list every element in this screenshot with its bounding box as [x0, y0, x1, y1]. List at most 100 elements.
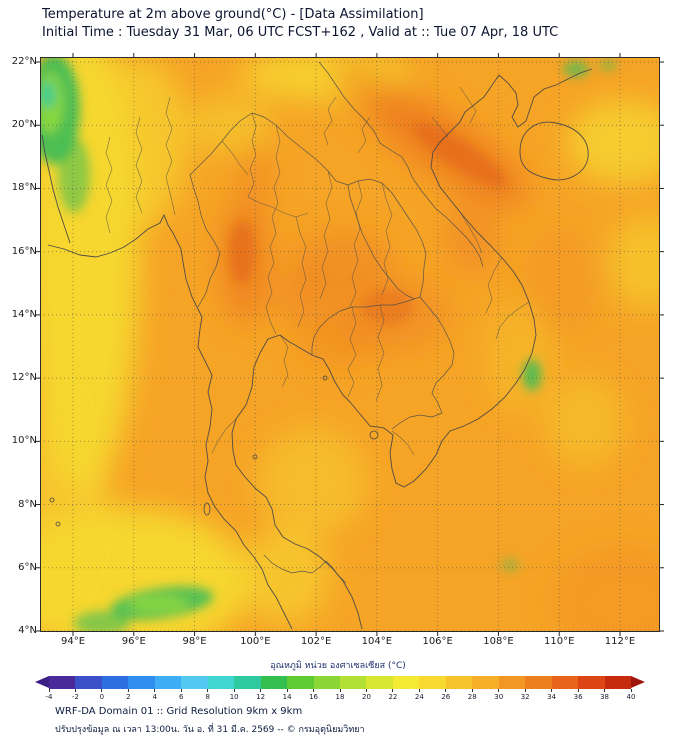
colorbar-tick-mark: [207, 689, 209, 692]
colorbar-tick-mark: [233, 689, 235, 692]
lon-tick-label: 94°E: [60, 636, 86, 647]
lon-tick-label: 108°E: [483, 636, 514, 647]
colorbar-tick-mark: [313, 689, 315, 692]
colorbar-tick-label: 38: [600, 693, 609, 701]
colorbar-segment: [366, 676, 393, 689]
colorbar-segment: [339, 676, 367, 689]
colorbar-segment: [101, 676, 129, 689]
colorbar-tick-mark: [339, 689, 341, 692]
colorbar-segment: [154, 676, 182, 689]
colorbar-tick-label: 2: [126, 693, 131, 701]
colorbar-tick-mark: [498, 689, 500, 692]
colorbar-tick-label: 6: [179, 693, 184, 701]
colorbar-tick-label: 26: [441, 693, 451, 701]
colorbar-tick-label: -2: [71, 693, 79, 701]
lon-tick-label: 102°E: [300, 636, 332, 647]
islands: [49, 375, 379, 527]
colorbar-segment: [207, 676, 235, 689]
colorbar-segment: [128, 676, 155, 689]
lat-tick-label: 8°N: [18, 498, 37, 510]
lat-tick-label: 10°N: [11, 435, 37, 447]
colorbar-segment: [313, 676, 340, 689]
temperature-field: [40, 57, 660, 632]
lon-tick-label: 100°E: [240, 636, 271, 647]
lon-tick-label: 106°E: [422, 636, 453, 647]
header: Temperature at 2m above ground(°C) - [Da…: [42, 6, 558, 42]
graticule-gridlines: [40, 57, 660, 632]
lat-tick-label: 22°N: [11, 56, 37, 67]
colorbar-tick-mark: [524, 689, 526, 692]
colorbar-tick-mark: [74, 689, 76, 692]
lon-tick-label: 96°E: [121, 636, 146, 647]
colorbar-tick-mark: [127, 689, 129, 692]
colorbar-tick-label: 4: [152, 693, 158, 701]
colorbar-tick-mark: [48, 689, 50, 692]
colorbar-body: [49, 676, 631, 689]
colorbar-tick-label: 24: [414, 693, 424, 701]
colorbar-tick-mark: [392, 689, 394, 692]
colorbar-segment: [392, 676, 420, 689]
lat-tick-label: 16°N: [11, 245, 37, 257]
colorbar-segment: [234, 676, 261, 689]
colorbar-tick-label: 10: [229, 693, 239, 701]
colorbar-tick-mark: [154, 689, 156, 692]
colorbar-segment: [578, 676, 605, 689]
colorbar-segment: [551, 676, 579, 689]
colorbar-segment: [498, 676, 526, 689]
map-title: Temperature at 2m above ground(°C) - [Da…: [42, 7, 424, 22]
colorbar-tick-mark: [101, 689, 103, 692]
colorbar-tick-mark: [286, 689, 288, 692]
map-canvas: [36, 53, 664, 636]
colorbar-title: อุณหภูมิ หน่วย องศาเซลเซียส (°C): [270, 661, 406, 671]
colorbar-segment: [49, 676, 76, 689]
colorbar-tick-mark: [445, 689, 447, 692]
lat-tick-label: 6°N: [18, 561, 37, 573]
colorbar-tick-label: 18: [335, 693, 345, 701]
lat-tick-label: 20°N: [11, 119, 37, 131]
colorbar-segment: [472, 676, 499, 689]
footer-update-info: ปรับปรุงข้อมูล ณ เวลา 13:00น. วัน อ. ที่…: [55, 725, 365, 735]
footer-domain-info: WRF-DA Domain 01 :: Grid Resolution 9km …: [55, 706, 303, 717]
colorbar-tick-mark: [551, 689, 553, 692]
colorbar-tick-mark: [260, 689, 262, 692]
colorbar-segment: [604, 676, 631, 689]
colorbar-tick-label: 20: [361, 693, 371, 701]
colorbar-tick-mark: [418, 689, 420, 692]
field-small-anomalies: [40, 57, 617, 632]
colorbar-segment: [525, 676, 552, 689]
colorbar-segment: [260, 676, 288, 689]
colorbar-tick-label: 12: [256, 693, 266, 701]
lat-tick-label: 18°N: [11, 182, 37, 194]
lat-tick-label: 4°N: [18, 625, 37, 636]
map-frame: [40, 57, 660, 632]
lon-tick-label: 104°E: [361, 636, 393, 647]
colorbar-ticks: [0, 689, 676, 692]
lon-tick-label: 110°E: [544, 636, 575, 647]
colorbar-tick-label: 8: [205, 693, 210, 701]
colorbar-tick-label: 28: [467, 693, 477, 701]
colorbar-tick-mark: [471, 689, 473, 692]
colorbar-tick-label: 22: [388, 693, 398, 701]
colorbar-tick-label: 0: [99, 693, 105, 701]
coastline-borders: [41, 61, 593, 630]
colorbar-segment: [181, 676, 208, 689]
colorbar-tick-label: 32: [520, 693, 530, 701]
colorbar-tick-label: 34: [547, 693, 557, 701]
lat-tick-label: 14°N: [11, 308, 37, 320]
colorbar-tick-label: -4: [45, 693, 53, 701]
lat-tick-label: 12°N: [11, 372, 37, 384]
colorbar-tick-mark: [630, 689, 632, 692]
colorbar-segment: [419, 676, 446, 689]
colorbar-left-arrow: [35, 676, 49, 688]
colorbar-segment: [287, 676, 314, 689]
colorbar-tick-label: 16: [309, 693, 318, 701]
colorbar-right-arrow: [631, 676, 645, 688]
lon-tick-label: 112°E: [604, 636, 636, 647]
colorbar-tick-mark: [180, 689, 182, 692]
colorbar-tick-mark: [604, 689, 606, 692]
colorbar: [35, 676, 645, 689]
colorbar-tick-label: 14: [282, 693, 292, 701]
colorbar-tick-mark: [365, 689, 367, 692]
lon-tick-label: 98°E: [182, 636, 207, 647]
